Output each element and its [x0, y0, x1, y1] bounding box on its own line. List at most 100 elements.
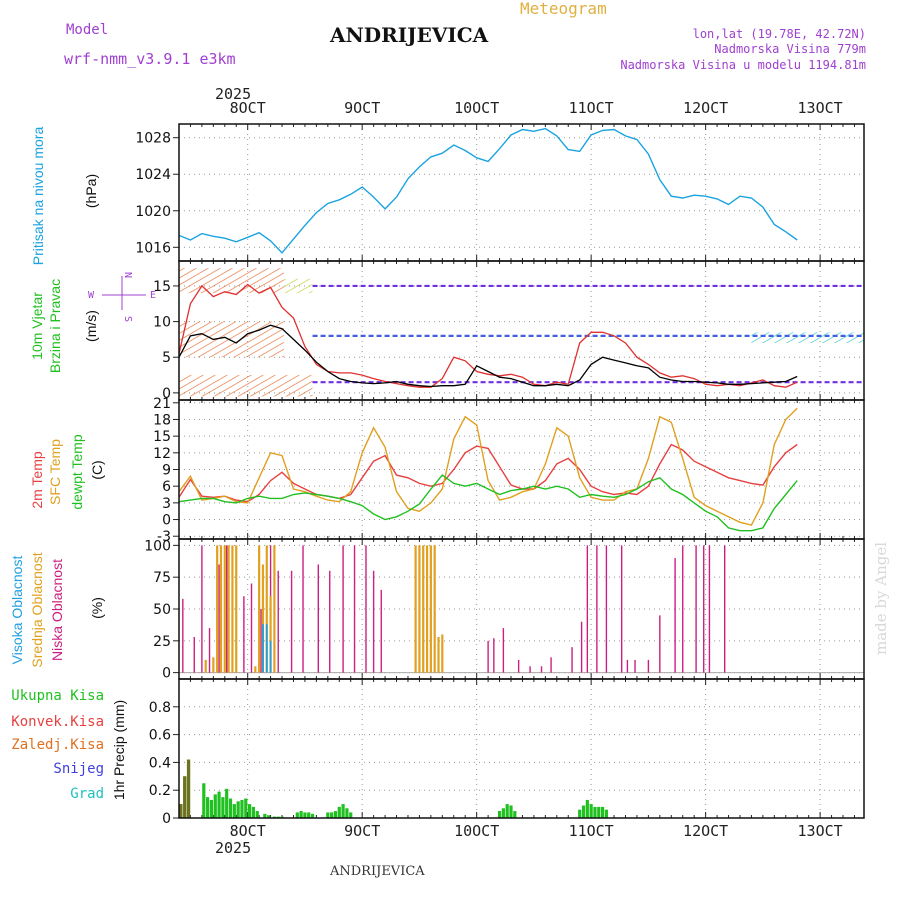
top-day-label: 11OCT — [569, 99, 614, 117]
precip-total-bar — [202, 783, 206, 818]
pressure-line — [178, 127, 798, 254]
legend-snow: Snijeg — [53, 761, 104, 777]
y-tick-label: 18 — [153, 412, 171, 428]
y-tick-label: 10 — [153, 315, 171, 331]
precip-total-bar — [501, 808, 505, 818]
wind-barb-band — [179, 321, 284, 358]
precip-total-bar — [509, 805, 513, 818]
precip-total-bar — [578, 809, 582, 818]
y-tick-label: 0 — [162, 811, 171, 827]
y-tick-label: 9 — [162, 463, 171, 479]
precip-total-bar — [228, 798, 233, 818]
y-tick-label: 1024 — [135, 167, 171, 183]
y-tick-label: 0.6 — [149, 728, 171, 744]
panel-frame — [178, 678, 865, 819]
panel-1: 0 5 10 15 — [153, 260, 865, 402]
y-tick-label: 21 — [153, 396, 171, 412]
cloud-mid-label: Srednja Oblacnost — [29, 552, 45, 667]
compass-s: S — [122, 316, 133, 322]
bottom-day-label: 12OCT — [683, 822, 728, 840]
dewpt-line — [178, 474, 798, 532]
compass-n: N — [122, 272, 133, 278]
precip-total-bar — [310, 813, 315, 818]
precip-total-bar — [217, 791, 221, 818]
precip-total-bar — [349, 812, 353, 818]
footer-station: ANDRIJEVICA — [329, 864, 425, 879]
y-tick-label: -3 — [157, 529, 171, 545]
pressure-units: (hPa) — [83, 174, 99, 208]
y-tick-label: 0.4 — [149, 755, 171, 771]
y-tick-label: 12 — [153, 446, 171, 462]
precip-total-bar — [221, 797, 225, 818]
precip-total-bar — [232, 804, 236, 818]
y-tick-label: 1016 — [135, 240, 171, 256]
precip-total-bar — [303, 812, 307, 818]
compass-w: W — [88, 290, 95, 301]
precip-total-bar — [581, 805, 586, 818]
y-tick-label: 15 — [153, 279, 171, 295]
temp2m-label: 2m Temp — [29, 451, 45, 509]
precip-total-bar — [593, 806, 597, 818]
y-tick-label: 0 — [162, 513, 171, 529]
station-name: ANDRIJEVICA — [329, 23, 489, 47]
wind-barb-band — [283, 278, 313, 294]
model-label: Model — [66, 22, 108, 38]
y-tick-label: 0 — [162, 386, 171, 402]
compass-e: E — [150, 290, 156, 301]
y-tick-label: 15 — [153, 429, 171, 445]
precip-total-bar — [333, 811, 338, 818]
bottom-day-labels: 8OCT 9OCT 10OCT 11OCT 12OCT 13OCT — [230, 822, 843, 840]
wind-compass: W E N S — [88, 272, 156, 322]
elevation: Nadmorska Visina 779m — [714, 42, 866, 56]
wind-label-2: Brzina i Pravac — [47, 279, 63, 373]
y-tick-label: 6 — [162, 479, 171, 495]
legend-convective-rain: Konvek.Kisa — [11, 714, 104, 730]
precip-total-bar — [497, 811, 502, 818]
precip-total-bar — [244, 798, 248, 818]
temp2m-line — [178, 443, 798, 503]
precip-total-bar — [604, 809, 609, 818]
top-day-label: 10OCT — [454, 99, 499, 117]
wind-label-1: 10m Vjetar — [29, 292, 45, 360]
y-tick-label: 100 — [144, 538, 171, 554]
precip-convective-bar — [179, 804, 183, 818]
top-day-label: 9OCT — [344, 99, 380, 117]
top-day-label: 13OCT — [798, 99, 843, 117]
cloud-low-label: Niska Oblacnost — [49, 559, 65, 661]
wind-barb-band — [751, 332, 864, 343]
cloud-units: (%) — [89, 597, 105, 619]
model-name: wrf-nmm_v3.9.1 e3km — [64, 50, 236, 68]
precip-total-bar — [295, 812, 299, 818]
dewpt-label: dewpt Temp — [69, 434, 85, 509]
precip-total-bar — [247, 804, 252, 818]
wind-barb-band — [179, 268, 284, 294]
precip-total-bar — [341, 804, 345, 818]
precip-total-bar — [225, 788, 229, 818]
y-tick-label: 1028 — [135, 131, 171, 147]
panel-frame — [178, 399, 865, 540]
panel-4: 0 0.2 0.4 0.6 0.8 — [149, 678, 865, 827]
precip-total-bar — [505, 804, 509, 818]
precip-total-bar — [206, 797, 210, 818]
y-tick-label: 5 — [162, 350, 171, 366]
bottom-day-label: 8OCT — [230, 822, 266, 840]
sfc-temp-line — [178, 407, 798, 526]
top-day-label: 12OCT — [683, 99, 728, 117]
bottom-day-label: 11OCT — [569, 822, 614, 840]
temp-units: (C) — [89, 460, 105, 479]
panel-0: 1016 1020 1024 1028 — [135, 123, 865, 262]
panels: 1016102010241028051015-30369121518210255… — [135, 123, 865, 827]
precip-total-bar — [307, 812, 311, 818]
wind-barb-band — [179, 375, 313, 397]
precip-total-bar — [263, 813, 267, 818]
panel-frame — [178, 123, 865, 262]
wind-gust-line — [178, 283, 798, 388]
bottom-day-label: 9OCT — [344, 822, 380, 840]
y-tick-label: 1020 — [135, 204, 171, 220]
precip-total-bar — [345, 808, 349, 818]
precip-total-bar — [585, 799, 589, 818]
precip-total-bar — [299, 811, 303, 818]
bottom-day-label: 10OCT — [454, 822, 499, 840]
